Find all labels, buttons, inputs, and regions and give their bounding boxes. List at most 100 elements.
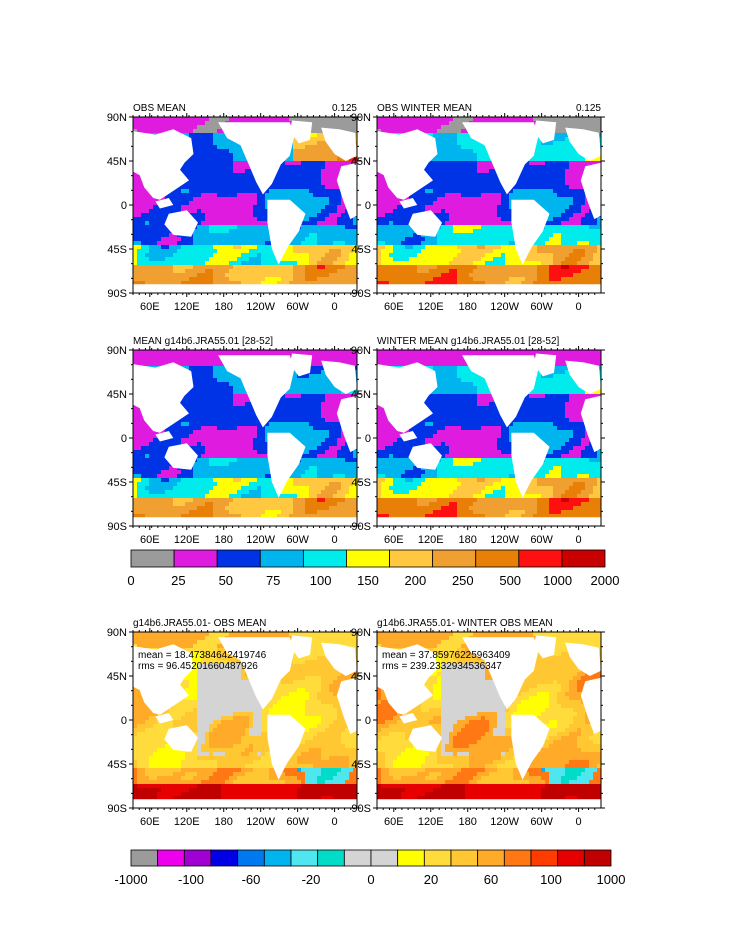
field-cell (537, 249, 542, 254)
field-cell (537, 193, 542, 198)
field-cell (537, 257, 542, 262)
field-cell (237, 253, 242, 258)
field-cell (233, 117, 238, 122)
field-cell (497, 265, 502, 270)
field-cell (145, 237, 150, 242)
field-cell (389, 193, 394, 198)
field-cell (469, 181, 474, 186)
field-cell (293, 245, 298, 250)
field-cell (437, 241, 442, 246)
field-cell (177, 209, 182, 214)
field-cell (549, 189, 554, 194)
field-cell (597, 129, 601, 134)
field-cell (325, 189, 330, 194)
field-cell (349, 269, 354, 274)
lat-label: 90S (107, 288, 127, 300)
field-cell (153, 233, 158, 238)
field-cell (453, 265, 458, 270)
field-cell (137, 261, 142, 266)
field-cell (193, 129, 198, 134)
field-cell (157, 233, 162, 238)
field-cell (189, 261, 194, 266)
field-cell (461, 225, 466, 230)
field-cell (465, 221, 470, 226)
field-cell (429, 265, 434, 270)
field-cell (213, 249, 218, 254)
field-cell (301, 249, 306, 254)
field-cell (405, 249, 410, 254)
field-cell (489, 261, 494, 266)
field-cell (305, 181, 310, 186)
field-cell (349, 257, 354, 262)
field-cell (249, 253, 254, 258)
field-cell (301, 141, 306, 146)
field-cell (301, 177, 306, 182)
field-cell (337, 237, 342, 242)
field-cell (257, 245, 262, 250)
field-cell (433, 169, 438, 174)
field-cell (293, 189, 298, 194)
field-cell (573, 165, 578, 170)
field-cell (381, 125, 386, 130)
field-cell (401, 129, 406, 134)
field-cell (557, 121, 562, 126)
field-cell (529, 189, 534, 194)
field-cell (185, 181, 190, 186)
field-cell (317, 189, 322, 194)
field-cell (201, 125, 206, 130)
field-cell (425, 205, 430, 210)
field-cell (549, 273, 554, 278)
field-cell (229, 245, 234, 250)
field-cell (469, 149, 474, 154)
field-cell (133, 213, 138, 218)
field-cell (229, 209, 234, 214)
field-cell (529, 181, 534, 186)
field-cell (233, 249, 238, 254)
field-cell (537, 281, 542, 286)
field-cell (461, 253, 466, 258)
field-cell (489, 189, 494, 194)
field-cell (305, 281, 310, 286)
field-cell (573, 117, 578, 122)
field-cell (553, 269, 558, 274)
field-cell (337, 165, 342, 170)
field-cell (173, 125, 178, 130)
field-cell (185, 189, 190, 194)
field-cell (353, 121, 357, 126)
field-cell (493, 225, 498, 230)
field-cell (133, 117, 138, 122)
field-cell (137, 197, 142, 202)
field-cell (465, 209, 470, 214)
field-cell (549, 117, 554, 122)
field-cell (265, 229, 270, 234)
field-cell (177, 253, 182, 258)
field-cell (225, 177, 230, 182)
field-cell (201, 201, 206, 206)
field-cell (317, 281, 322, 286)
field-cell (229, 253, 234, 258)
field-cell (473, 201, 478, 206)
field-cell (213, 157, 218, 162)
field-cell (221, 193, 226, 198)
field-cell (229, 233, 234, 238)
field-cell (421, 249, 426, 254)
field-cell (437, 145, 442, 150)
field-cell (473, 181, 478, 186)
field-cell (525, 177, 530, 182)
field-cell (381, 217, 386, 222)
field-cell (581, 249, 586, 254)
field-cell (245, 181, 250, 186)
field-cell (133, 273, 138, 278)
field-cell (453, 129, 458, 134)
field-cell (509, 217, 514, 222)
field-cell (349, 225, 354, 230)
field-cell (433, 249, 438, 254)
field-cell (213, 201, 218, 206)
field-cell (553, 265, 558, 270)
field-cell (581, 121, 586, 126)
field-cell (509, 201, 514, 206)
field-cell (577, 161, 582, 166)
field-cell (333, 173, 338, 178)
field-cell (485, 217, 490, 222)
field-cell (237, 201, 242, 206)
